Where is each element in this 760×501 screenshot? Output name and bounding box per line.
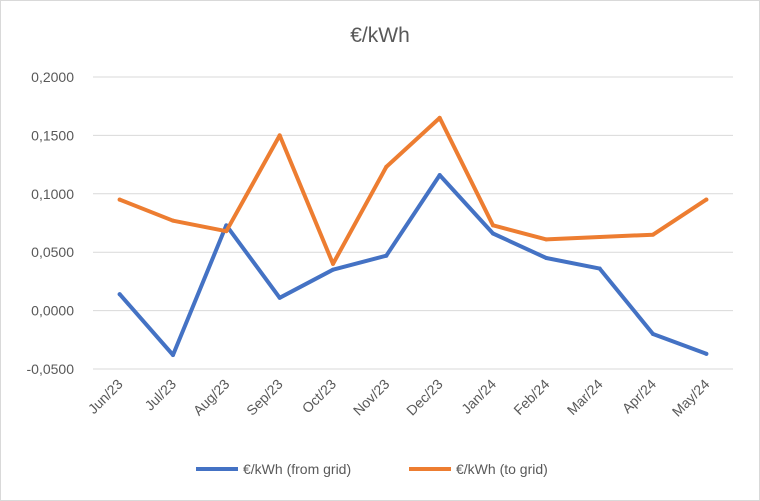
data-point bbox=[277, 295, 282, 300]
data-point bbox=[384, 253, 389, 258]
y-tick-label: 0,0500 bbox=[31, 244, 74, 260]
chart-title: €/kWh bbox=[350, 24, 410, 47]
data-point bbox=[491, 231, 495, 236]
data-point bbox=[704, 351, 709, 356]
y-tick-label: 0,1500 bbox=[31, 127, 74, 143]
data-point bbox=[171, 218, 175, 223]
x-tick-label: Jul/23 bbox=[141, 376, 179, 414]
series-line-1 bbox=[117, 173, 709, 357]
data-point bbox=[544, 256, 549, 261]
data-point bbox=[437, 115, 442, 120]
x-tick-label: Dec/23 bbox=[403, 376, 446, 419]
x-tick-label: Aug/23 bbox=[190, 376, 233, 419]
data-point bbox=[117, 292, 122, 297]
data-point bbox=[331, 261, 335, 266]
x-tick-label: Mar/24 bbox=[564, 376, 606, 418]
data-point bbox=[704, 197, 709, 202]
x-tick-label: Nov/23 bbox=[350, 376, 393, 419]
x-tick-label: Apr/24 bbox=[619, 376, 660, 417]
legend-label: €/kWh (from grid) bbox=[243, 461, 351, 477]
data-point bbox=[117, 197, 122, 202]
x-tick-label: Oct/23 bbox=[299, 376, 340, 417]
data-point bbox=[331, 267, 335, 272]
y-tick-label: 0,1000 bbox=[31, 186, 74, 202]
data-point bbox=[651, 232, 655, 237]
series-line-2 bbox=[117, 115, 709, 266]
data-point bbox=[597, 235, 602, 240]
x-tick-label: Feb/24 bbox=[510, 376, 552, 418]
x-tick-label: Sep/23 bbox=[243, 376, 286, 419]
legend-label: €/kWh (to grid) bbox=[456, 461, 548, 477]
data-point bbox=[544, 237, 549, 242]
data-point bbox=[491, 223, 495, 228]
data-point bbox=[171, 352, 175, 357]
x-tick-label: Jan/24 bbox=[458, 376, 499, 417]
data-point bbox=[224, 229, 229, 234]
data-point bbox=[277, 133, 282, 138]
y-tick-label: 0,2000 bbox=[31, 69, 74, 85]
y-tick-label: 0,0000 bbox=[31, 303, 74, 319]
data-point bbox=[384, 164, 389, 169]
data-point bbox=[597, 266, 602, 271]
y-tick-label: -0,0500 bbox=[27, 361, 75, 377]
data-point bbox=[437, 173, 442, 178]
x-tick-label: May/24 bbox=[669, 376, 713, 420]
data-point bbox=[651, 331, 655, 336]
x-tick-label: Jun/23 bbox=[85, 376, 126, 417]
